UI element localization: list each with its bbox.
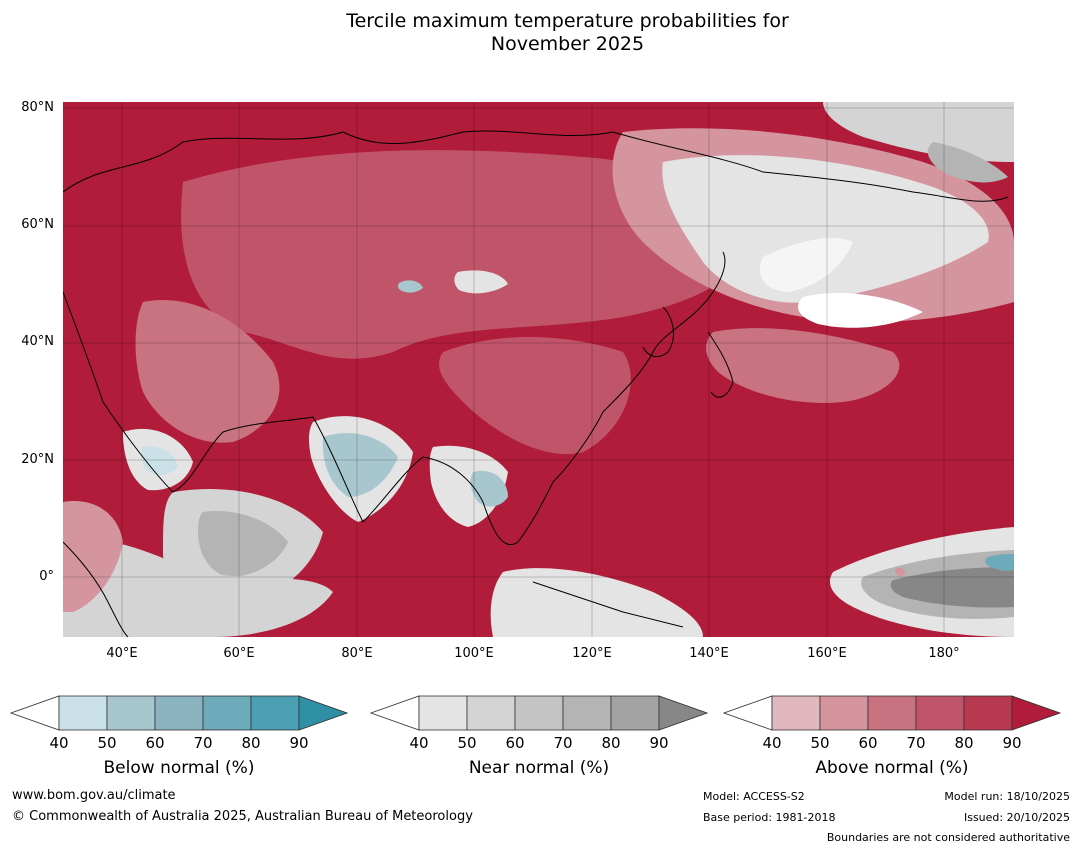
below-70-region-pacific [985, 554, 1014, 571]
lon-label-120e: 120°E [572, 646, 612, 661]
colorbar-swatch [819, 695, 869, 731]
lon-label-80e: 80°E [341, 646, 373, 661]
colorbar-near-normal [370, 695, 708, 731]
colorbar-extend-high [1011, 695, 1061, 731]
lon-label-180: 180° [928, 646, 960, 661]
below-50-region-india [322, 433, 398, 497]
footer-copyright: © Commonwealth of Australia 2025, Austra… [12, 809, 473, 824]
lon-label-140e: 140°E [689, 646, 729, 661]
above-70-region-china [439, 337, 631, 454]
colorbar-swatch [915, 695, 965, 731]
tick-label: 90 [289, 734, 309, 752]
lon-label-100e: 100°E [454, 646, 494, 661]
chart-title: Tercile maximum temperature probabilitie… [0, 10, 1081, 56]
tick-label: 90 [1002, 734, 1022, 752]
footer-model: Model: ACCESS-S2 [703, 790, 805, 803]
colorbar-extend-low [723, 695, 773, 731]
colorbar-swatch [514, 695, 564, 731]
tick-label: 50 [97, 734, 117, 752]
colorbar-extend-high [298, 695, 348, 731]
lat-label-20n: 20°N [21, 452, 54, 467]
below-40-region-arabia [140, 446, 178, 475]
near-50-region-northeast [823, 102, 1014, 162]
colorbar-above-normal [723, 695, 1061, 731]
footer-base-period: Base period: 1981-2018 [703, 811, 836, 824]
tick-label: 80 [241, 734, 261, 752]
colorbar-swatch [418, 695, 468, 731]
title-line-2: November 2025 [490, 33, 645, 55]
coastlines [63, 130, 1009, 637]
footer-issued: Issued: 20/10/2025 [963, 811, 1070, 824]
above-60-region-west-asia [135, 300, 280, 443]
tick-label: 70 [906, 734, 926, 752]
title-line-1: Tercile maximum temperature probabilitie… [346, 10, 789, 32]
colorbar-swatch [466, 695, 516, 731]
colorbar-swatch [771, 695, 821, 731]
colorbar-swatch [154, 695, 204, 731]
colorbar-label-below: Below normal (%) [103, 758, 255, 778]
colorbar-swatch [963, 695, 1013, 731]
above-60-region-sea-of-japan [706, 328, 900, 403]
colorbar-swatch [867, 695, 917, 731]
probability-map [63, 102, 1014, 637]
colorbar-extend-low [370, 695, 420, 731]
tick-label: 50 [457, 734, 477, 752]
tick-label: 50 [810, 734, 830, 752]
near-40-region-mongolia [454, 270, 508, 294]
tick-label: 60 [145, 734, 165, 752]
graticule [63, 102, 1014, 637]
tick-label: 70 [193, 734, 213, 752]
lat-label-80n: 80°N [21, 100, 54, 115]
lat-label-0: 0° [39, 569, 54, 584]
tick-label: 60 [858, 734, 878, 752]
colorbar-swatch [202, 695, 252, 731]
tick-label: 80 [601, 734, 621, 752]
above-50-region-east-africa [63, 501, 123, 612]
colorbar-below-normal [10, 695, 348, 731]
footer-model-run: Model run: 18/10/2025 [944, 790, 1070, 803]
near-70-region-arctic [927, 142, 1008, 183]
colorbar-extend-high [658, 695, 708, 731]
near-90-region-pacific [890, 567, 1014, 608]
tick-label: 60 [505, 734, 525, 752]
lon-label-160e: 160°E [807, 646, 847, 661]
colorbar-label-near: Near normal (%) [468, 758, 610, 778]
footer-website: www.bom.gov.au/climate [12, 788, 176, 803]
white-region-okhotsk [798, 292, 923, 328]
tick-label: 40 [49, 734, 69, 752]
below-50-region-indochina [470, 470, 508, 507]
footer-disclaimer: Boundaries are not considered authoritat… [826, 831, 1070, 844]
colorbar-swatch [562, 695, 612, 731]
tick-label: 40 [762, 734, 782, 752]
above-region-pacific-dot [895, 567, 906, 577]
lon-label-60e: 60°E [223, 646, 255, 661]
colorbar-swatch [610, 695, 660, 731]
lon-label-40e: 40°E [106, 646, 138, 661]
below-50-region-siberia [397, 280, 423, 293]
colorbar-swatch [106, 695, 156, 731]
lat-label-60n: 60°N [21, 217, 54, 232]
colorbar-swatch [58, 695, 108, 731]
tick-label: 90 [649, 734, 669, 752]
tick-label: 40 [409, 734, 429, 752]
above-70-region-north-eurasia [181, 150, 764, 359]
near-50-region-equatorial-indian [63, 539, 333, 637]
lat-label-40n: 40°N [21, 334, 54, 349]
near-70-region-arabian-sea [198, 511, 288, 577]
colorbar-swatch [250, 695, 300, 731]
tick-label: 70 [553, 734, 573, 752]
colorbar-extend-low [10, 695, 60, 731]
near-40-region-northeast [662, 155, 989, 303]
white-region-kamchatka [759, 237, 853, 292]
colorbar-label-above: Above normal (%) [815, 758, 969, 778]
tick-label: 80 [954, 734, 974, 752]
